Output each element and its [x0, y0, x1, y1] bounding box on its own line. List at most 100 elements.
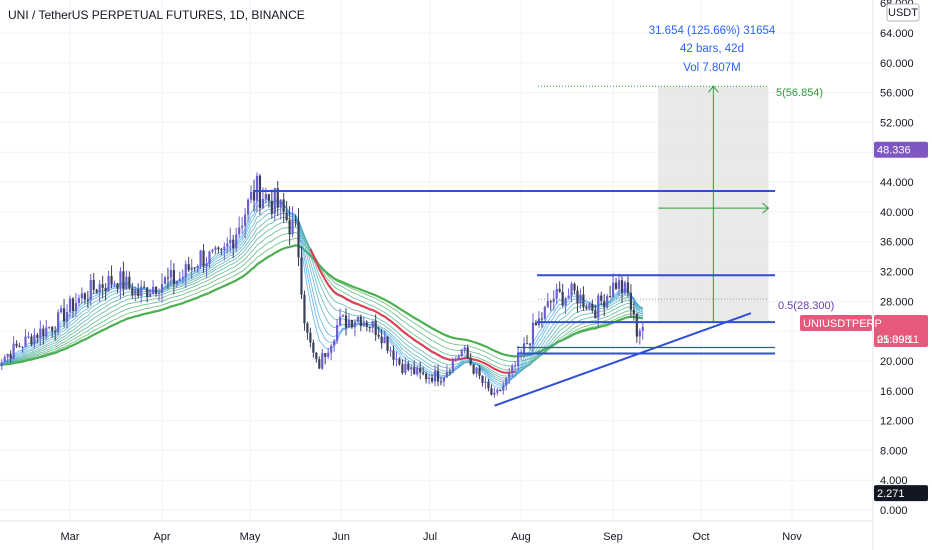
candle [309, 327, 312, 348]
support-resistance-lines[interactable] [252, 190, 775, 407]
candle [341, 314, 345, 317]
candle [190, 259, 193, 279]
candle-body [561, 291, 564, 306]
candle-body [517, 353, 520, 366]
candle-body [609, 296, 612, 298]
candle-body [190, 267, 193, 271]
candle-body [591, 304, 594, 311]
candle [315, 351, 318, 363]
candle-body [508, 372, 511, 379]
currency-badge[interactable] [886, 3, 920, 22]
candle-body [24, 336, 27, 347]
candle-body [71, 298, 75, 311]
candle-body [0, 362, 3, 367]
candle [606, 293, 609, 309]
candle-body [392, 350, 395, 360]
candle-body [362, 322, 365, 327]
candle [383, 331, 386, 344]
candle [603, 294, 606, 317]
candle [543, 305, 546, 321]
candle-body [487, 381, 490, 389]
candle-body [389, 350, 392, 352]
candle [42, 325, 45, 345]
price-tick-label: 4.000 [880, 475, 908, 487]
candle [350, 319, 354, 329]
ribbon-ema-line [0, 232, 643, 367]
candle-body [374, 320, 377, 335]
candle [496, 388, 499, 396]
candle [279, 199, 282, 220]
candle-body [333, 340, 336, 346]
candle [359, 314, 362, 332]
candle [303, 290, 306, 331]
candle [214, 245, 217, 255]
candle [365, 320, 368, 332]
candle-body [181, 276, 184, 279]
candle-body [433, 370, 437, 382]
symbol-tag: UNIUSDTPERP [803, 318, 882, 330]
candle [620, 275, 624, 303]
candle-body [540, 318, 543, 320]
candle-body [83, 293, 86, 300]
candle [125, 270, 128, 290]
time-scale[interactable]: Mar Apr May Jun Jul Aug Sep Oct Nov [0, 520, 873, 543]
candle [445, 365, 449, 379]
candle [187, 256, 190, 272]
candle-body [466, 347, 469, 359]
candle-body [264, 194, 267, 200]
candle [208, 250, 211, 268]
price-scale[interactable]: 68.000 USDT 64.00060.00056.00052.00048.0… [800, 0, 928, 550]
candle-body [149, 293, 152, 298]
candle [617, 273, 621, 296]
candle-body [294, 219, 297, 222]
price-tick-label: 44.000 [880, 177, 914, 189]
candle-body [585, 307, 588, 309]
candle-body [365, 322, 368, 328]
candle-body [321, 353, 324, 369]
candle [288, 206, 291, 246]
candle-body [327, 352, 330, 357]
candle [451, 357, 454, 374]
candle-body [196, 265, 199, 269]
candle [306, 321, 309, 340]
candle-body [582, 294, 585, 308]
candle-body [205, 263, 208, 267]
candle [68, 295, 72, 318]
candle [21, 345, 24, 353]
candle [226, 237, 229, 254]
candle-body [422, 372, 425, 374]
price-tick-label: 36.000 [880, 237, 914, 249]
candle-body [324, 353, 327, 357]
candle [585, 304, 588, 310]
candle-body [600, 295, 603, 301]
candle [249, 185, 253, 204]
candle [448, 368, 451, 376]
candle-body [315, 352, 318, 360]
candle-body [611, 282, 615, 297]
candle [552, 290, 555, 311]
candle-body [95, 289, 98, 293]
candle [89, 273, 92, 306]
candle-body [576, 290, 579, 304]
candle [419, 362, 422, 380]
candle [137, 283, 140, 299]
candle [149, 288, 152, 298]
candle-body [620, 280, 624, 293]
candle-body [68, 298, 72, 313]
candle [104, 283, 107, 301]
candle [86, 290, 89, 308]
candle-body [33, 334, 36, 345]
candle [205, 257, 208, 279]
candle [273, 187, 276, 222]
candle-body [229, 239, 232, 244]
candle-body [104, 288, 107, 292]
candle-body [454, 358, 457, 361]
candle [267, 194, 270, 208]
ribbon-ema-line [0, 198, 644, 389]
candle-body [635, 313, 638, 337]
candle [107, 270, 110, 293]
candle-body [193, 267, 196, 269]
candle [463, 345, 466, 354]
candle [481, 375, 484, 387]
